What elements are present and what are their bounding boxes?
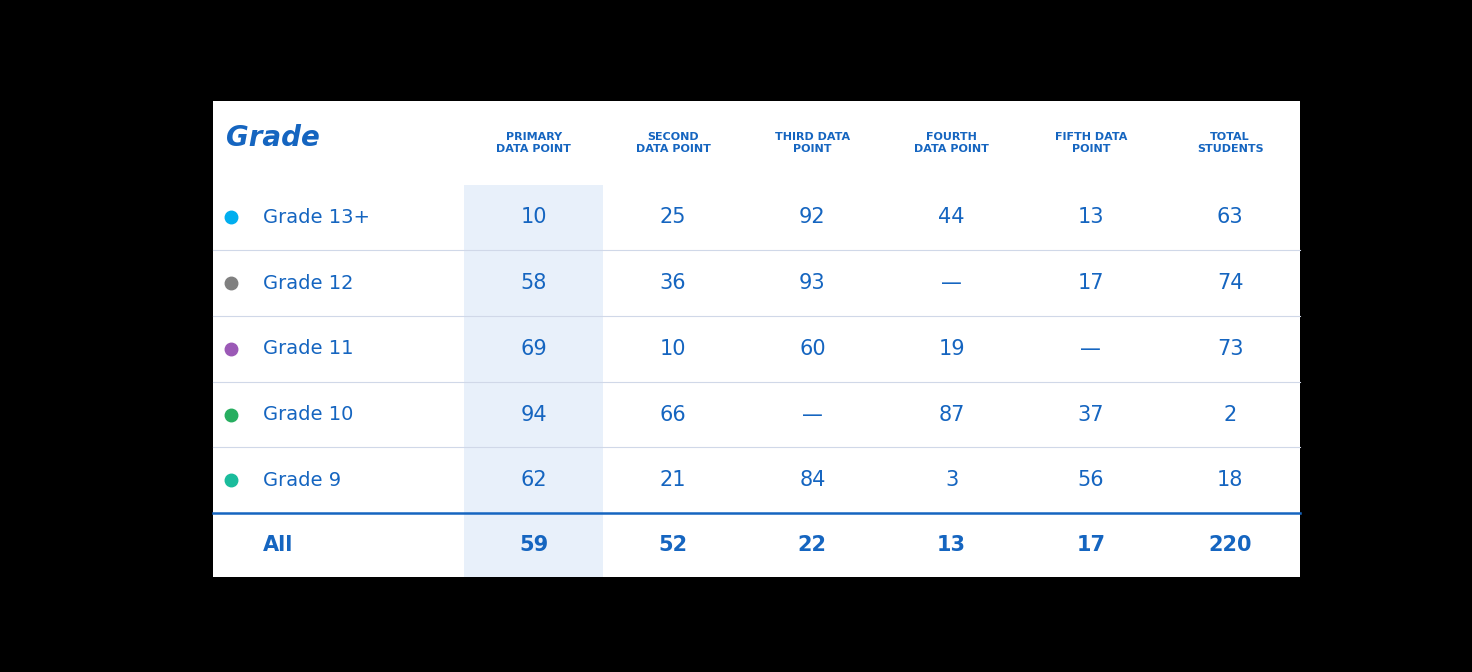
Text: 74: 74 bbox=[1217, 274, 1244, 293]
Text: 84: 84 bbox=[799, 470, 826, 491]
Text: THIRD DATA
POINT: THIRD DATA POINT bbox=[774, 132, 849, 154]
Text: 19: 19 bbox=[938, 339, 966, 359]
Text: 13: 13 bbox=[1078, 208, 1104, 228]
Text: —: — bbox=[1080, 339, 1101, 359]
Text: 58: 58 bbox=[521, 274, 548, 293]
Text: —: — bbox=[941, 274, 963, 293]
Text: Grade 12: Grade 12 bbox=[262, 274, 353, 293]
Text: 62: 62 bbox=[521, 470, 548, 491]
Text: 22: 22 bbox=[798, 536, 827, 555]
Text: 92: 92 bbox=[799, 208, 826, 228]
Text: 3: 3 bbox=[945, 470, 958, 491]
Text: 18: 18 bbox=[1217, 470, 1244, 491]
Text: 37: 37 bbox=[1078, 405, 1104, 425]
Text: 56: 56 bbox=[1078, 470, 1104, 491]
Bar bbox=[464, 185, 604, 577]
Text: —: — bbox=[802, 405, 823, 425]
Text: 17: 17 bbox=[1078, 274, 1104, 293]
Text: 66: 66 bbox=[659, 405, 686, 425]
Text: 25: 25 bbox=[659, 208, 686, 228]
Text: 94: 94 bbox=[521, 405, 548, 425]
Text: 60: 60 bbox=[799, 339, 826, 359]
Text: 69: 69 bbox=[521, 339, 548, 359]
Text: Grade 10: Grade 10 bbox=[262, 405, 353, 424]
Text: FIFTH DATA
POINT: FIFTH DATA POINT bbox=[1054, 132, 1128, 154]
Text: 13: 13 bbox=[938, 536, 966, 555]
Text: 17: 17 bbox=[1076, 536, 1105, 555]
Text: 220: 220 bbox=[1209, 536, 1251, 555]
Text: 36: 36 bbox=[659, 274, 686, 293]
Text: 52: 52 bbox=[658, 536, 687, 555]
Text: FOURTH
DATA POINT: FOURTH DATA POINT bbox=[914, 132, 989, 154]
Text: 59: 59 bbox=[520, 536, 549, 555]
Text: 93: 93 bbox=[799, 274, 826, 293]
Text: 10: 10 bbox=[521, 208, 548, 228]
Text: 10: 10 bbox=[659, 339, 686, 359]
Text: Grade 9: Grade 9 bbox=[262, 471, 342, 490]
Text: Grade: Grade bbox=[227, 124, 319, 152]
Text: SECOND
DATA POINT: SECOND DATA POINT bbox=[636, 132, 711, 154]
Text: All: All bbox=[262, 536, 293, 555]
Text: PRIMARY
DATA POINT: PRIMARY DATA POINT bbox=[496, 132, 571, 154]
Text: 21: 21 bbox=[659, 470, 686, 491]
Text: Grade 13+: Grade 13+ bbox=[262, 208, 369, 227]
Text: 2: 2 bbox=[1223, 405, 1236, 425]
Text: 73: 73 bbox=[1217, 339, 1244, 359]
Text: 87: 87 bbox=[939, 405, 964, 425]
Text: 44: 44 bbox=[938, 208, 964, 228]
Text: TOTAL
STUDENTS: TOTAL STUDENTS bbox=[1197, 132, 1263, 154]
Text: 63: 63 bbox=[1217, 208, 1244, 228]
Text: Grade 11: Grade 11 bbox=[262, 339, 353, 358]
